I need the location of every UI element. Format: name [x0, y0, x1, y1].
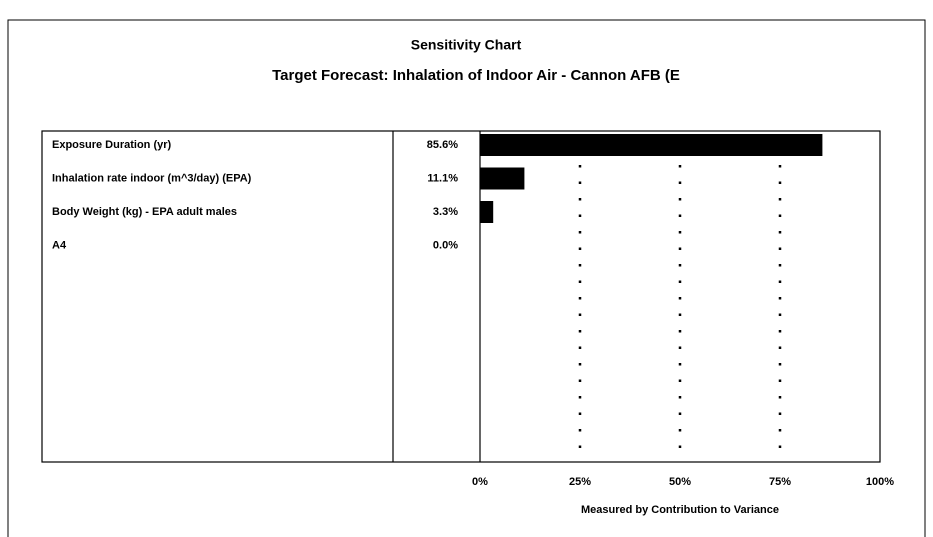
chart-subtitle: Target Forecast: Inhalation of Indoor Ai… [272, 67, 680, 84]
value-label: 85.6% [427, 139, 458, 151]
bar [480, 167, 525, 190]
table-frame [41, 130, 881, 463]
x-tick-label: 75% [769, 476, 791, 488]
value-label: 0.0% [433, 239, 458, 251]
category-label: Body Weight (kg) - EPA adult males [52, 206, 237, 218]
category-label: Exposure Duration (yr) [52, 139, 172, 151]
chart-title: Sensitivity Chart [411, 37, 522, 53]
value-label: 11.1% [427, 172, 458, 184]
category-label: A4 [52, 239, 67, 251]
category-label: Inhalation rate indoor (m^3/day) (EPA) [52, 172, 252, 184]
value-label: 3.3% [433, 206, 458, 218]
x-axis-label: Measured by Contribution to Variance [581, 504, 779, 516]
bar [480, 134, 823, 156]
x-tick-label: 0% [472, 476, 488, 488]
x-tick-label: 50% [669, 476, 691, 488]
frame [7, 19, 926, 537]
x-tick-label: 25% [569, 476, 591, 488]
x-tick-label: 100% [866, 476, 894, 488]
bar [480, 201, 494, 223]
